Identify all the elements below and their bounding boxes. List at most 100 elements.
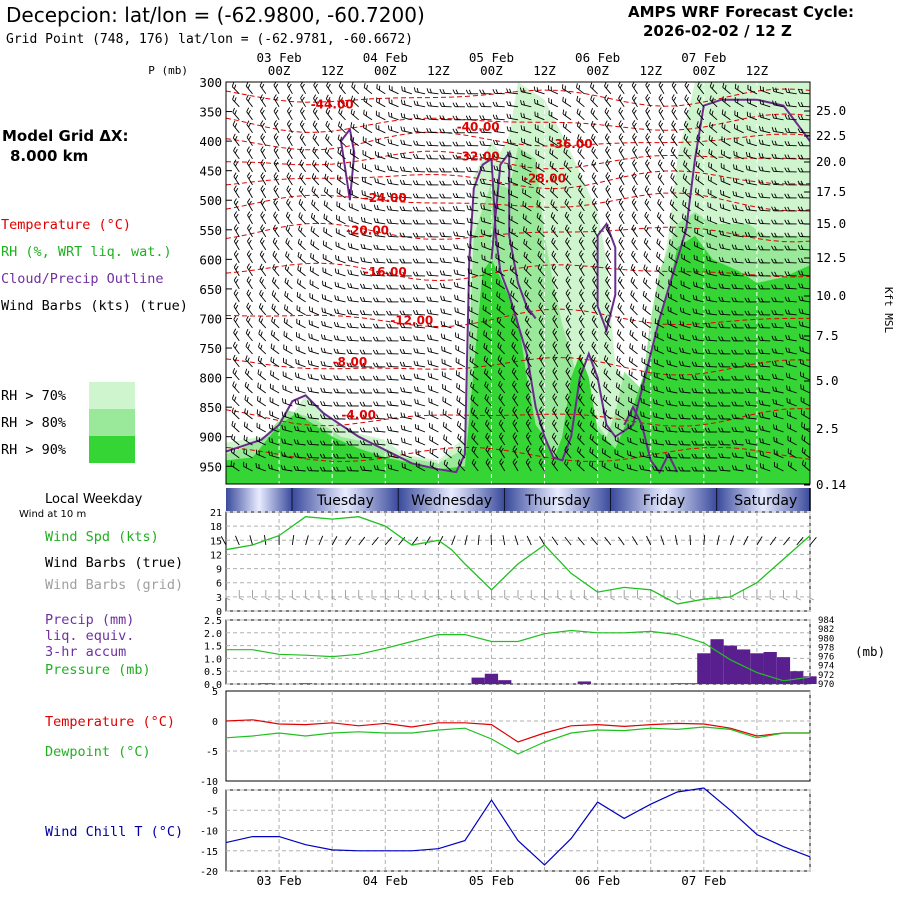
wind-barb-flag	[412, 245, 416, 251]
wind-barb	[441, 371, 452, 381]
wind-barb-flag	[243, 461, 245, 467]
wind-barb	[359, 427, 373, 433]
wind-barb-staff	[375, 181, 386, 186]
wind-barb-flag	[333, 361, 336, 367]
wind-barb-staff	[495, 219, 505, 225]
wind-barb-flag	[220, 423, 224, 427]
wind-barb-flag	[221, 253, 225, 257]
wind-barb-staff	[484, 398, 492, 407]
wind-barb-flag	[300, 188, 304, 193]
wind-barb-flag	[232, 381, 235, 386]
wind-barb	[485, 445, 492, 459]
cycle-value: 2026-02-02 / 12 Z	[643, 22, 792, 40]
wind-barb-staff	[363, 100, 373, 108]
wind-barb-flag	[670, 173, 673, 178]
wind-barb-flag	[293, 439, 297, 444]
wind-barb-staff	[310, 230, 320, 238]
wind-barb-staff	[322, 391, 333, 394]
wind-barb-flag	[442, 257, 446, 263]
wind-barb-flag	[274, 200, 279, 206]
wind-barb	[336, 201, 346, 212]
wind-barb-flag	[442, 154, 446, 160]
wind-barb-flag	[346, 335, 350, 341]
wind-barb-flag	[282, 398, 284, 403]
wind-barb-flag	[390, 464, 393, 470]
wind-barb-flag	[361, 190, 363, 195]
wind-barb-flag	[233, 211, 238, 216]
wind-barb	[481, 242, 492, 251]
wind-barb-staff	[441, 92, 452, 95]
wind-barb-flag	[442, 193, 446, 199]
wind-barb-flag	[235, 278, 239, 284]
wind-barb-flag	[271, 424, 274, 430]
wind-barb-flag	[590, 95, 593, 100]
wind-barb	[631, 82, 638, 95]
wind-barb-flag	[248, 200, 252, 206]
wind-barb	[346, 453, 359, 459]
wind-barb-flag	[259, 384, 262, 389]
wind-barb-flag	[389, 439, 393, 444]
wind-barb-staff	[325, 124, 333, 134]
wind-barb-flag	[362, 283, 366, 289]
wind-barb-flag	[248, 291, 252, 297]
wind-barb	[373, 244, 386, 251]
wind-barb-staff	[260, 111, 267, 121]
wind-barb-flag	[426, 88, 429, 93]
wind-barb-staff	[335, 365, 346, 368]
wind-barb-flag	[233, 276, 237, 281]
wind-barb-flag	[325, 215, 328, 221]
wind-barb	[658, 133, 665, 147]
wind-barb-staff	[591, 150, 598, 160]
wind-barb-staff	[233, 345, 240, 355]
wind-barb	[439, 257, 452, 264]
wind-barb-staff	[481, 195, 492, 199]
wind-barb	[221, 331, 227, 342]
wind-barb-flag	[258, 437, 260, 442]
wind-barb	[439, 219, 452, 225]
wind-barb	[312, 120, 320, 134]
wind-barb	[337, 161, 346, 173]
wind-barb	[359, 453, 373, 459]
wind-barb-flag	[346, 362, 350, 367]
wind-barb-flag	[285, 345, 287, 351]
wind-barb-staff	[471, 437, 479, 446]
wind-barb-flag	[452, 89, 456, 94]
wind-barb-flag	[470, 420, 474, 425]
wind-barb	[425, 206, 439, 212]
wind-barb-flag	[235, 304, 239, 310]
wind-barb	[323, 227, 333, 238]
wind-barb-flag	[233, 159, 237, 164]
wind-barb-staff	[337, 165, 346, 173]
wind-barb-flag	[248, 161, 252, 167]
wind-barb	[260, 198, 267, 212]
wind-barb-flag	[644, 211, 648, 217]
wind-barb-flag	[439, 232, 443, 237]
wind-barb-flag	[388, 98, 390, 103]
wind-barb-flag	[284, 277, 287, 283]
wind-barb	[454, 307, 466, 316]
wind-barb-flag	[286, 266, 290, 272]
wind-barb-flag	[455, 89, 459, 94]
wind-barb-staff	[348, 339, 359, 342]
wind-barb-flag	[363, 270, 366, 276]
wind-barb	[412, 167, 426, 173]
wind-barb	[618, 133, 625, 147]
wind-barb	[313, 82, 320, 95]
wind-barb	[270, 370, 280, 381]
wind-barb-flag	[362, 323, 366, 328]
wind-barb-staff	[484, 410, 492, 420]
wind-barb	[293, 465, 306, 472]
wind-barb	[325, 107, 333, 121]
wind-barb	[457, 446, 466, 459]
wind-barb	[618, 237, 625, 251]
wind-barb-staff	[295, 416, 306, 420]
wind-barb-flag	[221, 331, 225, 335]
wind-barb-flag	[413, 113, 416, 119]
wind-barb-staff	[469, 360, 479, 368]
wind-barb-flag	[576, 83, 578, 88]
wind-barb	[386, 284, 399, 290]
wind-barb-flag	[389, 205, 392, 211]
wind-barb	[645, 146, 652, 160]
wind-barb-flag	[376, 401, 379, 406]
wind-barb	[259, 94, 267, 108]
